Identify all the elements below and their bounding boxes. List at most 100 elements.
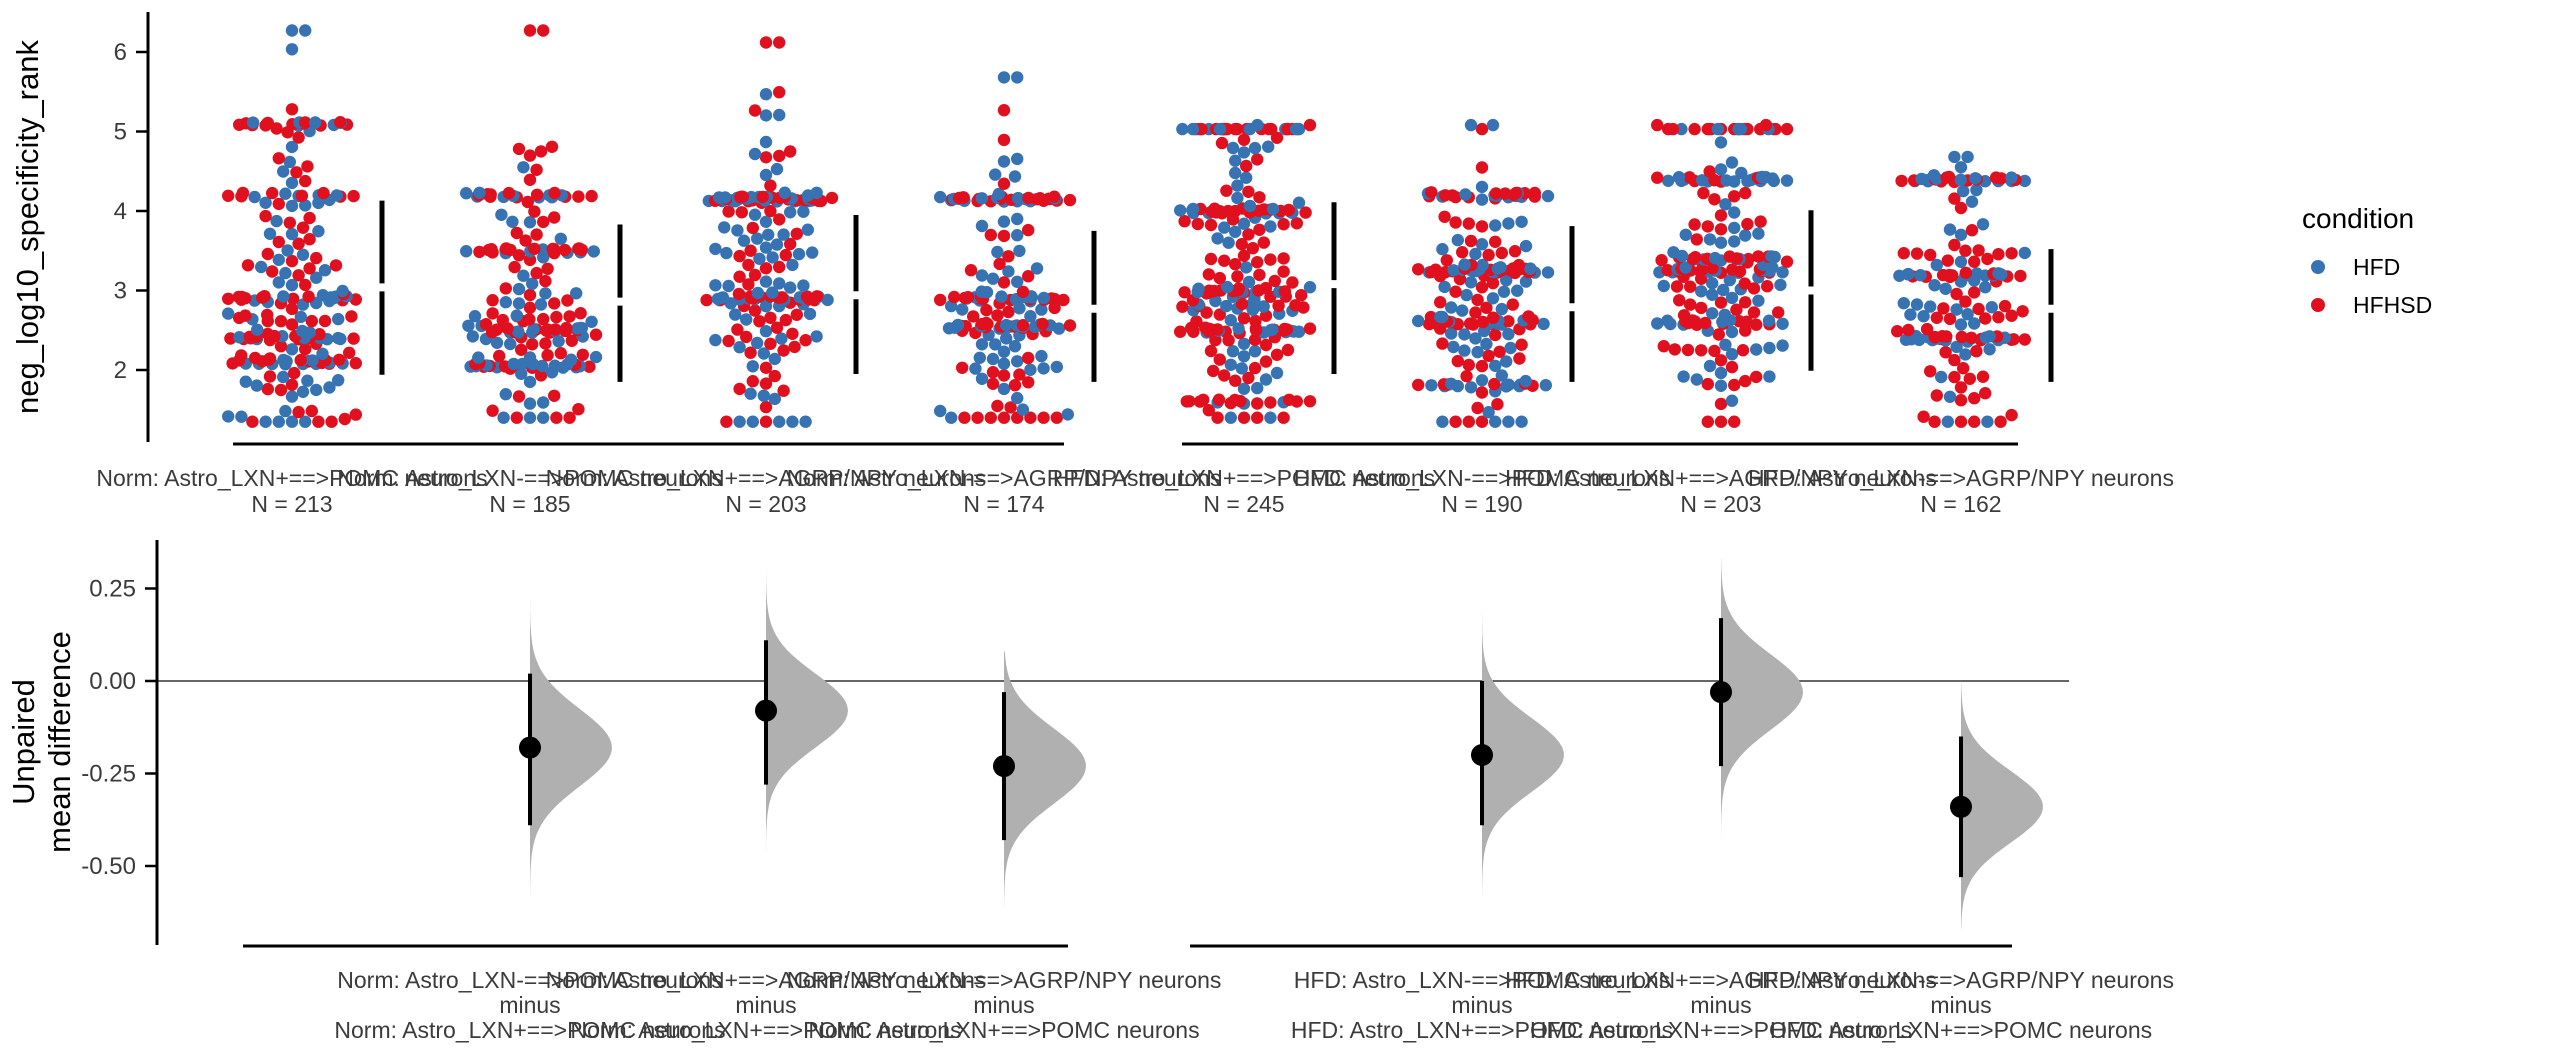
point-hfhsd [1696,263,1709,276]
point-hfhsd [502,186,516,200]
point-hfhsd [1489,187,1503,200]
comparison-minus-label: minus [735,992,796,1018]
point-hfd [810,186,823,199]
point-hfhsd [549,323,562,336]
point-hfhsd [779,248,792,262]
point-hfhsd [1670,280,1684,293]
point-hfd [259,415,272,428]
point-hfd [1213,122,1227,136]
point-hfd [1661,314,1674,327]
point-hfd [1954,173,1967,186]
point-hfd [1011,152,1024,166]
point-hfhsd [272,152,285,165]
point-hfhsd [530,228,543,241]
point-hfd [1776,266,1789,279]
point-hfhsd [583,360,596,373]
point-hfd [1970,267,1984,280]
point-hfd [1464,276,1478,289]
point-hfhsd [222,189,235,202]
point-hfhsd [1992,311,2005,324]
point-hfhsd [541,349,554,362]
point-hfhsd [338,412,351,426]
point-hfhsd [261,308,274,322]
mean-difference-point [1471,744,1493,766]
group-n-label: N = 213 [251,491,332,517]
point-hfhsd [1449,216,1462,229]
point-hfd [277,290,290,303]
point-hfd [1515,415,1528,428]
point-hfhsd [1522,310,1535,323]
point-hfhsd [1213,308,1227,321]
point-hfd [1186,202,1200,216]
point-hfd [250,379,263,392]
point-hfd [306,354,319,367]
point-hfd [1714,136,1728,149]
point-hfhsd [222,292,235,305]
point-hfd [1434,310,1447,324]
bootstrap-distribution [1721,558,1803,837]
point-hfd [1752,227,1765,240]
point-hfd [1897,297,1911,310]
point-hfd [759,215,773,228]
point-hfhsd [1257,236,1271,249]
point-hfhsd [1924,248,1937,262]
point-hfd [770,238,784,251]
point-hfhsd [1237,249,1251,262]
point-hfd [989,338,1002,351]
point-hfhsd [1897,247,1911,260]
comparison-control-label: Norm: Astro_LXN+==>POMC neurons [808,1017,1199,1043]
point-hfd [1475,193,1489,206]
group-label: HFD: Astro_LXN-==>AGRP/NPY neurons [1748,465,2174,491]
point-hfhsd [1270,348,1284,361]
point-hfhsd [773,36,786,49]
point-hfhsd [2005,309,2018,322]
point-hfd [1486,118,1500,132]
point-hfd [1494,261,1507,274]
point-hfd [1237,217,1251,230]
point-hfhsd [742,258,755,272]
point-hfhsd [1739,296,1752,309]
point-hfhsd [934,293,947,307]
point-hfd [1303,281,1317,294]
point-hfd [751,232,764,245]
point-hfd [330,189,343,202]
point-hfd [515,367,528,380]
point-hfd [285,176,299,190]
point-hfhsd [292,131,305,144]
point-hfd [537,396,550,409]
point-hfhsd [545,140,559,153]
point-hfhsd [496,313,509,327]
point-hfd [975,269,989,282]
point-hfhsd [1425,186,1438,199]
comparison-test-label: HFD: Astro_LXN-==>POMC neurons [1294,967,1670,993]
point-hfhsd [1491,398,1504,411]
point-hfd [1957,184,1970,198]
point-hfd [296,385,310,398]
point-hfd [1706,288,1719,301]
point-hfd [1458,258,1471,271]
point-hfhsd [1013,368,1026,381]
point-hfhsd [1235,297,1249,311]
point-hfhsd [1289,299,1302,312]
point-hfhsd [558,243,571,257]
point-hfhsd [779,313,792,327]
point-hfhsd [235,290,249,304]
point-hfd [1725,291,1739,305]
point-hfd [1000,332,1013,345]
point-hfhsd [266,265,279,278]
point-hfd [523,216,537,229]
point-hfhsd [748,268,762,282]
point-hfd [1445,301,1458,314]
point-hfd [277,165,290,178]
point-hfd [1965,195,1979,208]
comparison-control-label: HFD: Astro_LXN+==>POMC neurons [1291,1017,1673,1043]
point-hfd [1703,233,1717,246]
point-hfhsd [236,186,250,200]
point-hfd [934,190,947,204]
point-hfhsd [523,313,536,326]
point-hfd [709,279,722,292]
point-hfd [312,225,325,238]
point-hfd [1780,174,1794,187]
point-hfhsd [1902,323,1915,337]
point-hfhsd [486,294,499,307]
